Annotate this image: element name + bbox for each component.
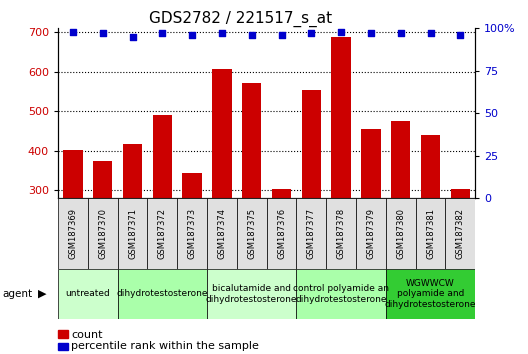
Bar <box>153 115 172 309</box>
Text: untreated: untreated <box>65 289 110 298</box>
Bar <box>296 269 386 319</box>
Point <box>188 32 196 38</box>
Text: GSM187382: GSM187382 <box>456 208 465 259</box>
Bar <box>272 189 291 309</box>
Text: GSM187374: GSM187374 <box>218 208 227 259</box>
Bar <box>93 161 112 309</box>
Text: count: count <box>71 330 103 339</box>
Bar <box>212 69 232 309</box>
Bar <box>123 144 142 309</box>
Point <box>277 32 286 38</box>
Bar <box>421 135 440 309</box>
Text: GSM187371: GSM187371 <box>128 208 137 259</box>
Text: GSM187378: GSM187378 <box>337 208 346 259</box>
Bar <box>361 129 381 309</box>
Bar <box>237 198 267 269</box>
Bar <box>118 198 147 269</box>
Bar <box>332 38 351 309</box>
Bar <box>147 198 177 269</box>
Bar <box>242 83 261 309</box>
Point <box>69 29 77 35</box>
Bar <box>386 198 416 269</box>
Point <box>307 30 316 36</box>
Bar <box>118 269 207 319</box>
Text: GSM187375: GSM187375 <box>247 208 256 259</box>
Point <box>248 32 256 38</box>
Bar <box>267 198 296 269</box>
Bar <box>356 198 386 269</box>
Bar <box>391 121 410 309</box>
Text: ▶: ▶ <box>38 289 46 299</box>
Bar <box>296 198 326 269</box>
Text: dihydrotestosterone: dihydrotestosterone <box>117 289 208 298</box>
Text: GSM187381: GSM187381 <box>426 208 435 259</box>
Bar <box>177 198 207 269</box>
Text: GSM187379: GSM187379 <box>366 208 375 259</box>
Point <box>456 32 465 38</box>
Text: bicalutamide and
dihydrotestosterone: bicalutamide and dihydrotestosterone <box>206 284 297 303</box>
Bar <box>207 198 237 269</box>
Text: GSM187372: GSM187372 <box>158 208 167 259</box>
Point <box>397 30 405 36</box>
Bar <box>58 269 118 319</box>
Point <box>158 30 167 36</box>
Bar <box>207 269 296 319</box>
Bar <box>450 189 470 309</box>
Bar <box>446 198 475 269</box>
Text: GSM187369: GSM187369 <box>69 208 78 259</box>
Bar <box>416 198 446 269</box>
Text: GSM187377: GSM187377 <box>307 208 316 259</box>
Bar <box>88 198 118 269</box>
Text: GSM187370: GSM187370 <box>98 208 107 259</box>
Text: agent: agent <box>3 289 33 299</box>
Text: WGWWCW
polyamide and
dihydrotestosterone: WGWWCW polyamide and dihydrotestosterone <box>385 279 476 309</box>
Bar <box>386 269 475 319</box>
Text: GSM187376: GSM187376 <box>277 208 286 259</box>
Point <box>366 30 375 36</box>
Bar <box>58 198 88 269</box>
Text: percentile rank within the sample: percentile rank within the sample <box>71 341 259 351</box>
Bar <box>326 198 356 269</box>
Bar <box>63 150 83 309</box>
Bar <box>183 173 202 309</box>
Point <box>218 30 226 36</box>
Text: GSM187373: GSM187373 <box>187 208 196 259</box>
Text: control polyamide an
dihydrotestosterone: control polyamide an dihydrotestosterone <box>293 284 389 303</box>
Bar <box>301 90 321 309</box>
Point <box>337 29 345 35</box>
Point <box>128 34 137 40</box>
Text: GDS2782 / 221517_s_at: GDS2782 / 221517_s_at <box>149 10 332 27</box>
Text: GSM187380: GSM187380 <box>396 208 405 259</box>
Point <box>426 30 435 36</box>
Point <box>99 30 107 36</box>
